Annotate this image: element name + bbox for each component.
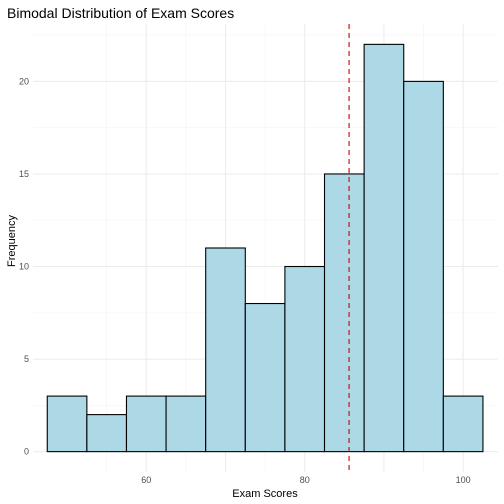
chart-title: Bimodal Distribution of Exam Scores (7, 5, 234, 21)
histogram-bar (86, 414, 128, 453)
histogram-bar (363, 43, 405, 453)
y-tick-label: 10 (19, 262, 29, 272)
histogram-bar (205, 247, 246, 453)
x-axis-ticks: 60 80 100 (141, 475, 470, 485)
y-axis-ticks: 0 5 10 15 20 (19, 76, 29, 456)
x-tick-label: 100 (456, 475, 471, 485)
y-axis-title: Frequency (6, 215, 18, 267)
histogram-bar (403, 80, 444, 453)
histogram-bar (165, 395, 207, 453)
x-tick-label: 80 (300, 475, 310, 485)
y-tick-label: 20 (19, 76, 29, 86)
histogram-bar (46, 395, 88, 453)
histogram-bar (323, 173, 365, 453)
y-tick-label: 0 (24, 447, 29, 457)
histogram-bar (244, 302, 286, 453)
x-axis-title: Exam Scores (232, 488, 298, 500)
histogram-bar (284, 265, 326, 453)
y-tick-label: 15 (19, 169, 29, 179)
y-tick-label: 5 (24, 354, 29, 364)
bars (46, 43, 484, 453)
histogram-bar (442, 395, 484, 453)
histogram-bar (125, 395, 167, 453)
x-tick-label: 60 (141, 475, 151, 485)
